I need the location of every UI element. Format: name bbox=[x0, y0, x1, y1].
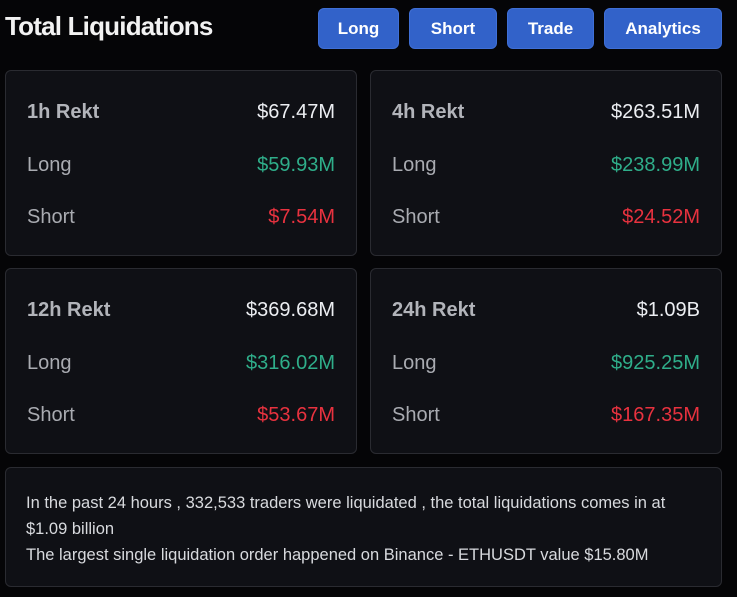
long-value: $925.25M bbox=[611, 352, 700, 374]
short-value: $24.52M bbox=[622, 206, 700, 228]
long-label: Long bbox=[27, 154, 72, 176]
short-value: $53.67M bbox=[257, 404, 335, 426]
long-value: $316.02M bbox=[246, 352, 335, 374]
page-title: Total Liquidations bbox=[5, 11, 213, 41]
long-row: Long $925.25M bbox=[392, 352, 700, 375]
short-button[interactable]: Short bbox=[409, 8, 497, 49]
total-value: $1.09B bbox=[636, 299, 700, 321]
short-row: Short $53.67M bbox=[27, 404, 335, 427]
short-label: Short bbox=[27, 404, 75, 426]
long-row: Long $59.93M bbox=[27, 154, 335, 177]
card-1h-rekt: 1h Rekt $67.47M Long $59.93M Short $7.54… bbox=[5, 70, 357, 256]
short-label: Short bbox=[27, 206, 75, 228]
period-label: 4h Rekt bbox=[392, 101, 465, 123]
period-label: 1h Rekt bbox=[27, 101, 100, 123]
summary-line-1: In the past 24 hours , 332,533 traders w… bbox=[26, 494, 666, 538]
long-label: Long bbox=[392, 154, 437, 176]
header: Total Liquidations Long Short Trade Anal… bbox=[0, 0, 737, 58]
summary-line-2: The largest single liquidation order hap… bbox=[26, 546, 649, 564]
card-4h-rekt: 4h Rekt $263.51M Long $238.99M Short $24… bbox=[370, 70, 722, 256]
total-row: 1h Rekt $67.47M bbox=[27, 101, 335, 124]
summary-box: In the past 24 hours , 332,533 traders w… bbox=[5, 467, 722, 587]
short-row: Short $167.35M bbox=[392, 404, 700, 427]
long-row: Long $238.99M bbox=[392, 154, 700, 177]
analytics-button[interactable]: Analytics bbox=[604, 8, 722, 49]
long-value: $238.99M bbox=[611, 154, 700, 176]
total-value: $369.68M bbox=[246, 299, 335, 321]
short-label: Short bbox=[392, 206, 440, 228]
total-value: $263.51M bbox=[611, 101, 700, 123]
short-value: $167.35M bbox=[611, 404, 700, 426]
long-label: Long bbox=[392, 352, 437, 374]
short-label: Short bbox=[392, 404, 440, 426]
period-label: 12h Rekt bbox=[27, 299, 111, 321]
total-row: 4h Rekt $263.51M bbox=[392, 101, 700, 124]
total-row: 24h Rekt $1.09B bbox=[392, 299, 700, 322]
long-label: Long bbox=[27, 352, 72, 374]
short-value: $7.54M bbox=[268, 206, 335, 228]
card-12h-rekt: 12h Rekt $369.68M Long $316.02M Short $5… bbox=[5, 268, 357, 454]
short-row: Short $24.52M bbox=[392, 206, 700, 229]
trade-button[interactable]: Trade bbox=[507, 8, 594, 49]
card-24h-rekt: 24h Rekt $1.09B Long $925.25M Short $167… bbox=[370, 268, 722, 454]
long-button[interactable]: Long bbox=[318, 8, 399, 49]
short-row: Short $7.54M bbox=[27, 206, 335, 229]
long-value: $59.93M bbox=[257, 154, 335, 176]
total-value: $67.47M bbox=[257, 101, 335, 123]
long-row: Long $316.02M bbox=[27, 352, 335, 375]
period-label: 24h Rekt bbox=[392, 299, 476, 321]
total-row: 12h Rekt $369.68M bbox=[27, 299, 335, 322]
